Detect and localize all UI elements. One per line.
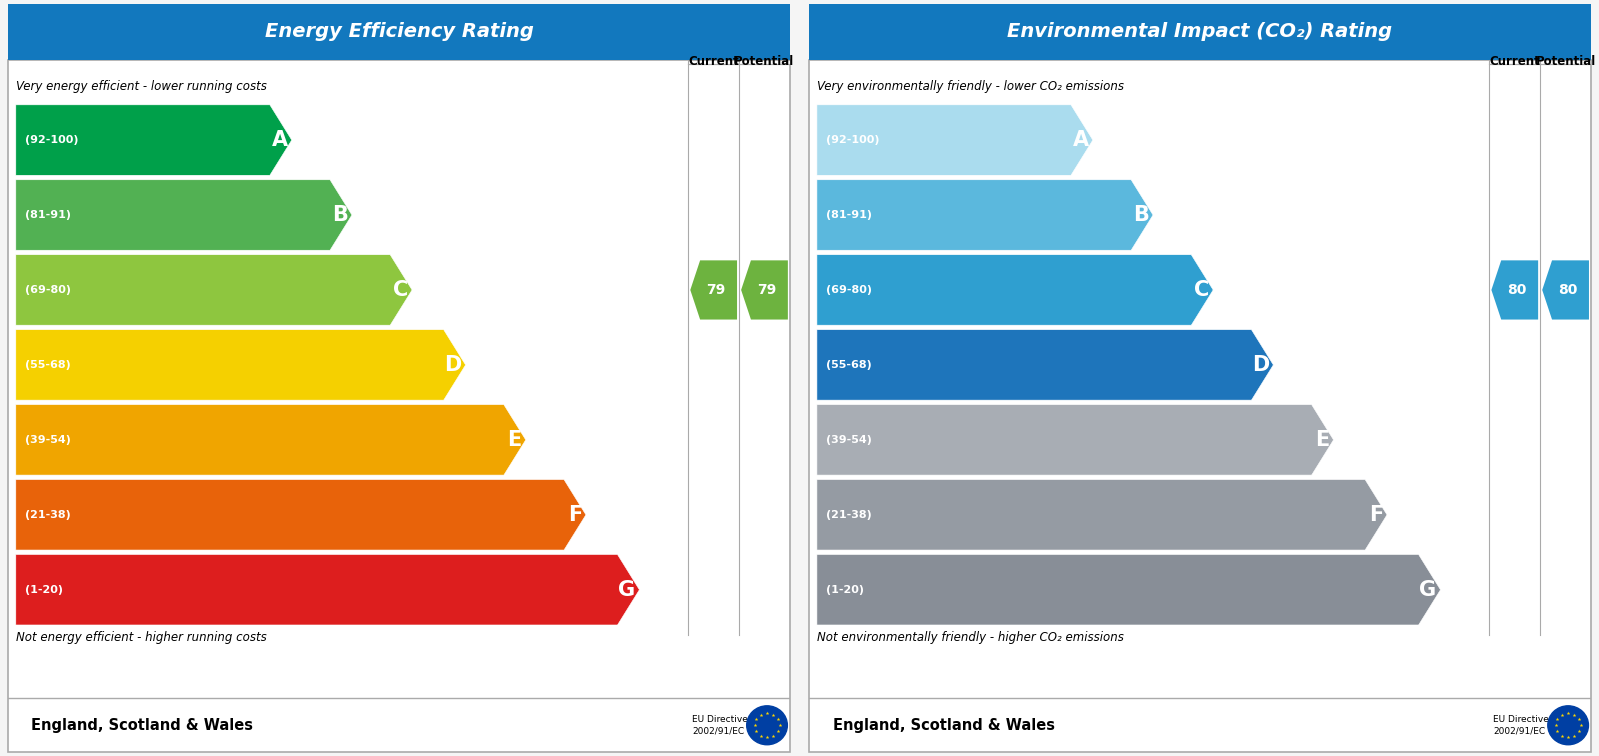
Text: (39-54): (39-54) [26, 435, 70, 445]
Text: Very energy efficient - lower running costs: Very energy efficient - lower running co… [16, 80, 267, 93]
Text: F: F [568, 505, 582, 525]
Text: (1-20): (1-20) [26, 584, 64, 595]
Text: A: A [272, 130, 288, 150]
Text: C: C [1194, 280, 1209, 300]
Text: (69-80): (69-80) [26, 285, 72, 295]
FancyBboxPatch shape [809, 4, 1591, 60]
Text: 80: 80 [1557, 283, 1577, 297]
Text: (21-38): (21-38) [26, 510, 70, 520]
Text: Current: Current [1489, 55, 1540, 68]
Text: (55-68): (55-68) [827, 360, 871, 370]
Bar [1540, 60, 1591, 64]
Text: A: A [1073, 130, 1089, 150]
Text: England, Scotland & Wales: England, Scotland & Wales [32, 717, 254, 733]
Text: Potential: Potential [734, 55, 795, 68]
Text: (92-100): (92-100) [827, 135, 879, 145]
Text: Not energy efficient - higher running costs: Not energy efficient - higher running co… [16, 631, 267, 644]
Polygon shape [1541, 260, 1589, 320]
Bar [688, 60, 739, 64]
Text: Potential: Potential [1535, 55, 1596, 68]
Polygon shape [691, 260, 737, 320]
Polygon shape [16, 479, 585, 550]
Circle shape [1548, 706, 1588, 745]
Polygon shape [817, 180, 1153, 250]
Polygon shape [740, 260, 788, 320]
Polygon shape [817, 555, 1441, 625]
Text: (21-38): (21-38) [827, 510, 871, 520]
Text: Not environmentally friendly - higher CO₂ emissions: Not environmentally friendly - higher CO… [817, 631, 1124, 644]
Text: 80: 80 [1506, 283, 1527, 297]
Polygon shape [1492, 260, 1538, 320]
Text: E: E [1316, 430, 1330, 450]
Text: D: D [445, 355, 462, 375]
Text: 79: 79 [756, 283, 776, 297]
Polygon shape [817, 105, 1092, 175]
Polygon shape [16, 555, 640, 625]
Text: C: C [393, 280, 408, 300]
Text: F: F [1369, 505, 1383, 525]
Polygon shape [817, 330, 1273, 400]
Circle shape [747, 706, 787, 745]
Polygon shape [817, 479, 1386, 550]
Polygon shape [16, 404, 526, 475]
Text: B: B [333, 205, 349, 225]
Polygon shape [817, 404, 1334, 475]
Text: (81-91): (81-91) [26, 210, 72, 220]
Text: (39-54): (39-54) [827, 435, 871, 445]
Polygon shape [16, 330, 465, 400]
Text: D: D [1252, 355, 1270, 375]
Bar [1489, 60, 1540, 64]
Text: 79: 79 [707, 283, 726, 297]
Text: G: G [619, 580, 635, 600]
Text: EU Directive
2002/91/EC: EU Directive 2002/91/EC [692, 715, 748, 736]
FancyBboxPatch shape [809, 60, 1591, 752]
FancyBboxPatch shape [8, 4, 790, 60]
Text: (92-100): (92-100) [26, 135, 78, 145]
Polygon shape [16, 255, 413, 325]
Text: (81-91): (81-91) [827, 210, 873, 220]
Text: (1-20): (1-20) [827, 584, 865, 595]
Text: Very environmentally friendly - lower CO₂ emissions: Very environmentally friendly - lower CO… [817, 80, 1124, 93]
Text: EU Directive
2002/91/EC: EU Directive 2002/91/EC [1493, 715, 1549, 736]
Text: (55-68): (55-68) [26, 360, 70, 370]
Bar [739, 60, 790, 64]
Polygon shape [16, 105, 291, 175]
Text: B: B [1134, 205, 1150, 225]
Text: G: G [1420, 580, 1436, 600]
Text: Environmental Impact (CO₂) Rating: Environmental Impact (CO₂) Rating [1007, 23, 1393, 42]
Text: England, Scotland & Wales: England, Scotland & Wales [833, 717, 1055, 733]
Text: (69-80): (69-80) [827, 285, 873, 295]
Text: Energy Efficiency Rating: Energy Efficiency Rating [264, 23, 534, 42]
Polygon shape [817, 255, 1214, 325]
Polygon shape [16, 180, 352, 250]
Text: Current: Current [688, 55, 739, 68]
FancyBboxPatch shape [8, 60, 790, 752]
Text: E: E [507, 430, 521, 450]
